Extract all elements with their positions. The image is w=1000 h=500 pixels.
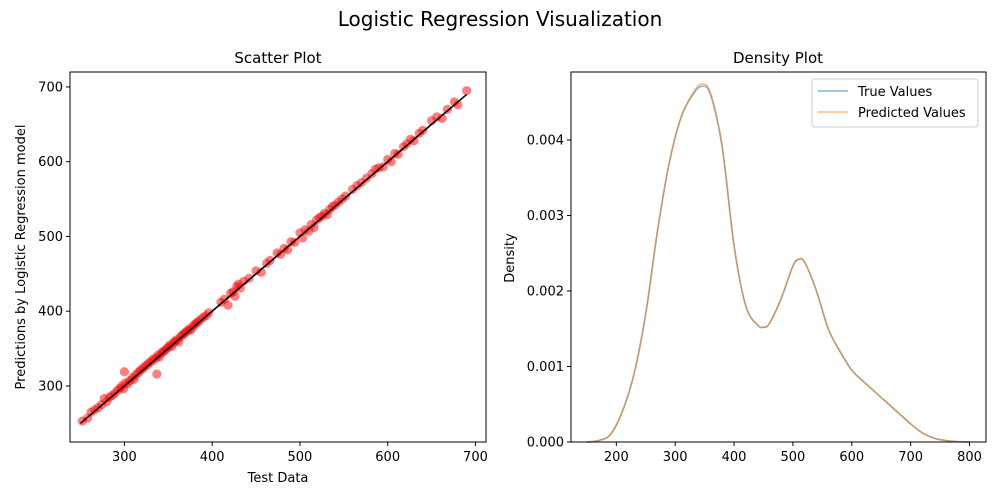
scatter-point: [223, 300, 233, 310]
scatter-point: [265, 255, 275, 265]
y-tick-label: 0.003: [527, 209, 564, 224]
y-tick-label: 500: [38, 230, 63, 245]
density-line-predicted: [586, 83, 970, 443]
scatter-point: [283, 245, 293, 255]
scatter-y-ticks: 300 400 500 600 700: [38, 80, 70, 394]
y-tick-label: 0.001: [527, 360, 564, 375]
scatter-panel: Scatter Plot 300 400 500 600 700 300 400 500 60…: [14, 49, 488, 486]
density-y-label: Density: [503, 233, 518, 283]
density-title: Density Plot: [733, 49, 823, 67]
x-tick-label: 200: [604, 450, 629, 465]
legend-label-true: True Values: [857, 85, 932, 100]
scatter-point: [418, 125, 428, 135]
scatter-point: [290, 237, 300, 248]
figure-title: Logistic Regression Visualization: [338, 7, 663, 31]
x-tick-label: 300: [663, 450, 688, 465]
x-tick-label: 700: [898, 450, 923, 465]
scatter-point: [152, 369, 162, 379]
density-plot-area: [586, 83, 970, 443]
fit-line: [80, 93, 468, 424]
scatter-point: [409, 136, 419, 146]
density-y-ticks: 0.000 0.001 0.002 0.003 0.004: [527, 133, 571, 451]
density-panel: Density Plot 200 300 400 500 600 700 800 0.000…: [503, 49, 987, 465]
scatter-point: [462, 86, 472, 96]
scatter-point: [204, 308, 214, 318]
x-tick-label: 800: [957, 450, 982, 465]
scatter-x-label: Test Data: [247, 471, 309, 486]
x-tick-label: 600: [375, 450, 400, 465]
x-tick-label: 500: [288, 450, 313, 465]
y-tick-label: 600: [38, 155, 63, 170]
scatter-y-label: Predictions by Logistic Regression model: [14, 125, 29, 390]
y-tick-label: 0.002: [527, 284, 564, 299]
legend-frame: [811, 78, 979, 128]
scatter-point: [119, 367, 130, 377]
density-x-ticks: 200 300 400 500 600 700 800: [604, 442, 982, 465]
y-tick-label: 300: [38, 379, 63, 394]
scatter-point: [256, 267, 266, 277]
x-tick-label: 700: [463, 450, 488, 465]
scatter-point: [437, 113, 447, 123]
y-tick-label: 0.000: [527, 436, 564, 451]
scatter-point: [340, 191, 351, 201]
legend-label-predicted: Predicted Values: [858, 106, 966, 121]
y-tick-label: 700: [38, 80, 63, 95]
x-tick-label: 400: [722, 450, 747, 465]
scatter-point: [442, 104, 452, 114]
x-tick-label: 600: [839, 450, 864, 465]
x-tick-label: 500: [781, 450, 806, 465]
scatter-point: [244, 273, 254, 283]
scatter-point: [386, 157, 396, 167]
scatter-point: [230, 291, 240, 301]
density-line-true: [586, 85, 970, 443]
scatter-point: [378, 162, 388, 172]
scatter-axes-frame: [69, 71, 487, 443]
scatter-point: [453, 100, 463, 110]
y-tick-label: 0.004: [527, 133, 564, 148]
scatter-plot-area: [77, 86, 472, 426]
scatter-title: Scatter Plot: [234, 49, 321, 67]
scatter-point: [393, 149, 403, 159]
density-legend: True Values Predicted Values: [811, 78, 979, 128]
scatter-x-ticks: 300 400 500 600 700: [112, 442, 488, 465]
x-tick-label: 400: [200, 450, 225, 465]
scatter-point: [309, 222, 319, 233]
x-tick-label: 300: [112, 450, 137, 465]
density-axes-frame: [570, 71, 987, 443]
y-tick-label: 400: [38, 305, 63, 320]
